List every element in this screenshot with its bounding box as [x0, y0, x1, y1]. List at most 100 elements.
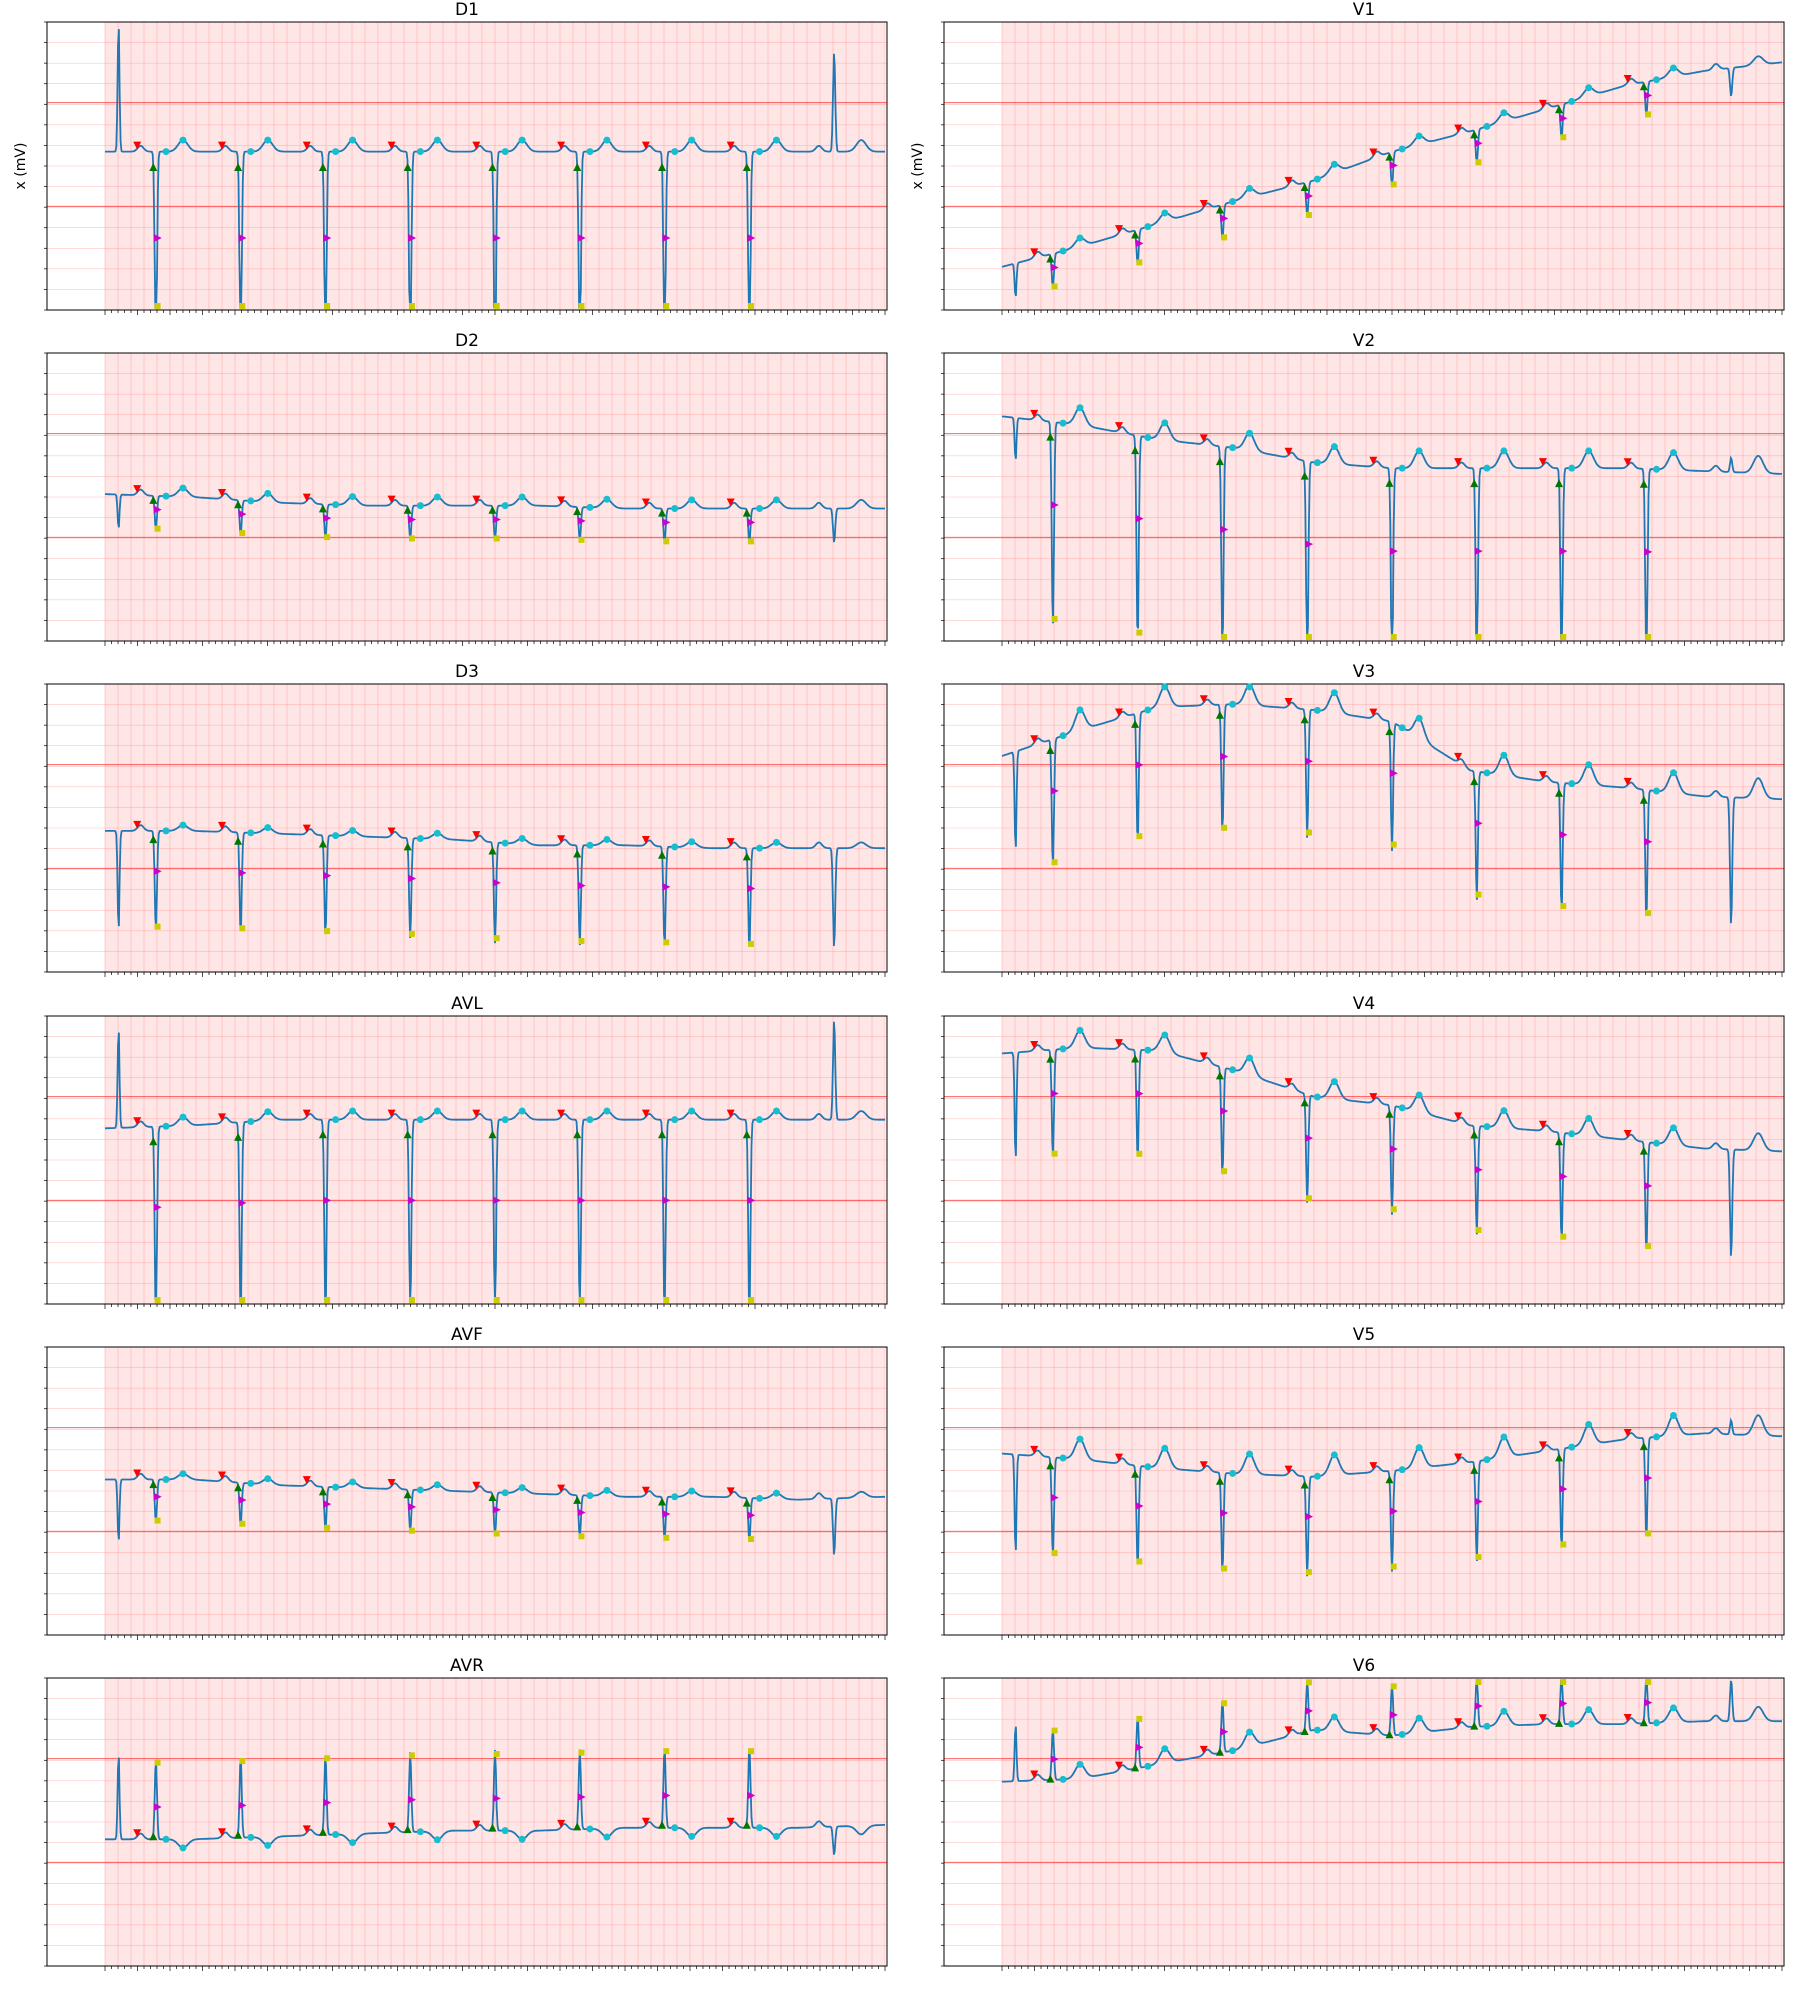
- q-point-marker: [323, 1500, 332, 1509]
- q-point-marker: [662, 882, 671, 891]
- q-point-marker: [1135, 514, 1144, 523]
- t-onset-marker: [756, 148, 764, 156]
- t-onset-marker: [1229, 1469, 1237, 1477]
- p-onset-marker: [1623, 1428, 1632, 1437]
- s-point-marker: [1645, 634, 1652, 640]
- qrs-onset-marker: [318, 163, 327, 172]
- s-point-marker: [493, 1530, 500, 1537]
- qrs-onset-marker: [488, 163, 497, 172]
- qrs-onset-marker: [1131, 1763, 1140, 1772]
- qrs-onset-marker: [1215, 1071, 1224, 1080]
- panel-title: AVF: [451, 1325, 483, 1345]
- q-point-marker: [1644, 91, 1653, 100]
- t-peak-marker: [518, 1484, 526, 1492]
- y-axis-label: x (mV): [13, 143, 29, 190]
- p-onset-marker: [1538, 99, 1547, 108]
- q-point-marker: [408, 874, 417, 883]
- q-point-marker: [492, 1196, 501, 1205]
- ecg-panel-v2: V2: [941, 331, 1785, 646]
- q-point-marker: [1050, 1755, 1059, 1764]
- s-point-marker: [1475, 891, 1482, 898]
- ecg-signal-line: [1002, 1029, 1783, 1256]
- q-point-marker: [1305, 1134, 1314, 1143]
- t-onset-marker: [1653, 1433, 1661, 1441]
- qrs-onset-marker: [403, 1490, 412, 1499]
- q-point-marker: [323, 1196, 332, 1205]
- s-point-marker: [1390, 1563, 1397, 1570]
- t-onset-marker: [586, 503, 594, 511]
- s-point-marker: [1475, 634, 1482, 640]
- t-peak-marker: [603, 836, 611, 844]
- s-point-marker: [578, 536, 585, 543]
- p-onset-marker: [1199, 695, 1208, 704]
- qrs-onset-marker: [318, 504, 327, 513]
- q-point-marker: [1389, 769, 1398, 778]
- p-onset-marker: [472, 141, 481, 150]
- ecg-panel-avl: AVL: [44, 994, 888, 1309]
- t-onset-marker: [1229, 1066, 1237, 1074]
- q-point-marker: [1474, 1165, 1483, 1174]
- t-onset-marker: [671, 1116, 679, 1124]
- t-peak-marker: [1415, 1714, 1423, 1722]
- s-point-marker: [1305, 1569, 1312, 1576]
- qrs-onset-marker: [1470, 1130, 1479, 1139]
- p-onset-marker: [133, 485, 142, 494]
- s-point-marker: [1136, 833, 1143, 840]
- s-point-marker: [578, 1749, 585, 1756]
- s-point-marker: [1305, 829, 1312, 836]
- t-onset-marker: [1483, 1123, 1491, 1131]
- s-point-marker: [1051, 1727, 1058, 1734]
- ecg-panel-v4: V4: [941, 994, 1785, 1309]
- t-onset-marker: [1568, 1443, 1576, 1451]
- s-point-marker: [1305, 1195, 1312, 1202]
- qrs-onset-marker: [318, 1487, 327, 1496]
- t-peak-marker: [1585, 447, 1593, 455]
- p-onset-marker: [1115, 708, 1123, 717]
- p-onset-marker: [1369, 1724, 1378, 1733]
- s-point-marker: [1221, 824, 1228, 831]
- qrs-onset-marker: [1470, 1465, 1479, 1474]
- s-point-marker: [1390, 1683, 1397, 1690]
- s-point-marker: [408, 535, 415, 542]
- qrs-onset-marker: [658, 1130, 667, 1139]
- q-point-marker: [1135, 1502, 1144, 1511]
- qrs-onset-marker: [1555, 105, 1564, 114]
- t-onset-marker: [586, 1116, 594, 1124]
- s-point-marker: [663, 303, 670, 309]
- t-peak-marker: [772, 1489, 780, 1497]
- q-point-marker: [1389, 1710, 1398, 1719]
- p-onset-marker: [1115, 422, 1123, 431]
- p-onset-marker: [726, 498, 735, 507]
- qrs-onset-marker: [1300, 182, 1309, 191]
- qrs-onset-marker: [1555, 1137, 1564, 1146]
- p-onset-marker: [557, 141, 566, 150]
- s-point-marker: [1136, 259, 1143, 266]
- s-point-marker: [154, 1759, 161, 1766]
- q-point-marker: [1559, 1699, 1568, 1708]
- t-peak-marker: [433, 1481, 441, 1489]
- t-onset-marker: [1229, 444, 1237, 452]
- t-peak-marker: [1330, 160, 1338, 168]
- t-peak-marker: [1330, 443, 1338, 451]
- p-onset-marker: [1369, 1093, 1378, 1102]
- q-point-marker: [1220, 525, 1229, 534]
- q-point-marker: [1220, 1106, 1229, 1115]
- p-onset-marker: [1030, 409, 1039, 418]
- s-point-marker: [663, 538, 670, 545]
- t-onset-marker: [416, 1828, 424, 1836]
- q-point-marker: [408, 1502, 417, 1511]
- t-onset-marker: [756, 1116, 764, 1124]
- qrs-onset-marker: [658, 1497, 667, 1506]
- q-point-marker: [1305, 1512, 1314, 1521]
- qrs-onset-marker: [1639, 82, 1648, 91]
- p-onset-marker: [1454, 1453, 1463, 1462]
- p-onset-marker: [472, 1820, 481, 1829]
- t-peak-marker: [349, 826, 357, 834]
- s-point-marker: [1560, 1679, 1567, 1685]
- q-point-marker: [323, 1798, 332, 1807]
- p-onset-marker: [387, 141, 396, 150]
- t-peak-marker: [772, 1107, 780, 1115]
- qrs-onset-marker: [573, 1822, 582, 1831]
- s-point-marker: [1390, 634, 1397, 640]
- q-point-marker: [1220, 1509, 1229, 1518]
